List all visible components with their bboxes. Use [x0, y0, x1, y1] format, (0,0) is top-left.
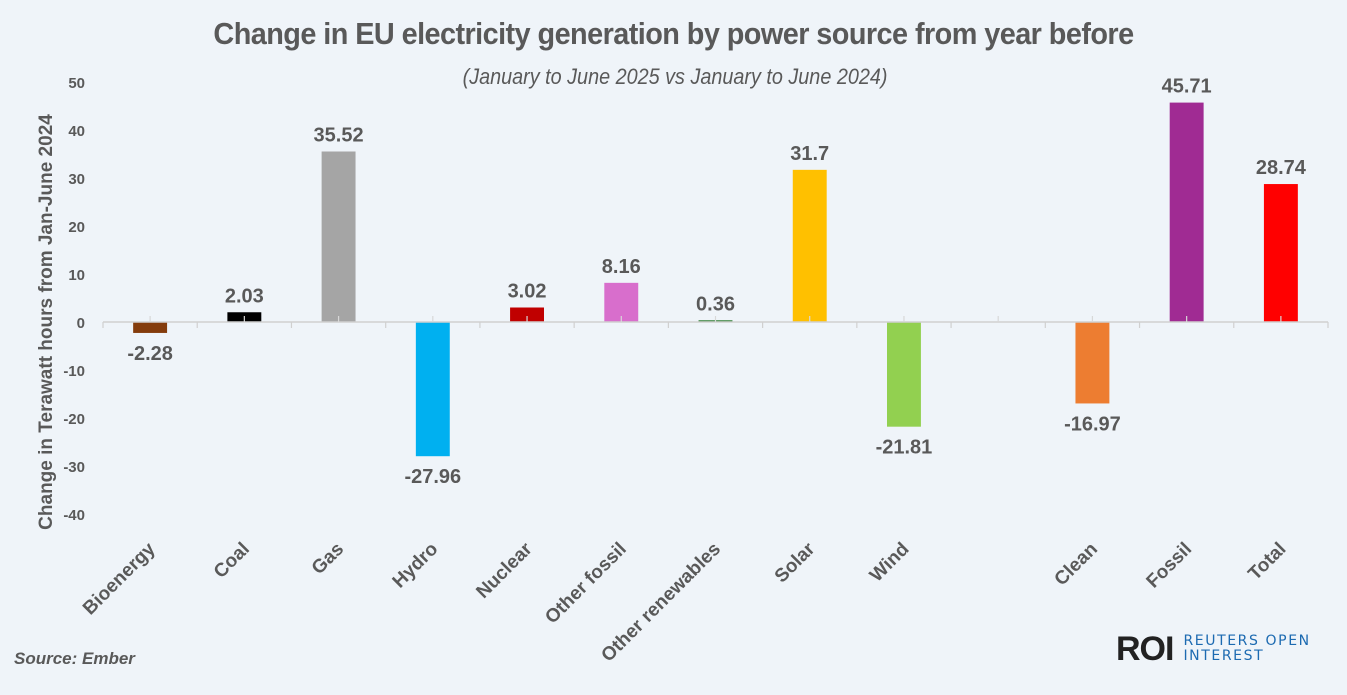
- data-label: 2.03: [225, 285, 264, 307]
- data-label: 0.36: [696, 293, 735, 315]
- x-tick-label: Fossil: [1143, 539, 1197, 593]
- bar-solar: [792, 169, 827, 322]
- data-label: 35.52: [314, 125, 364, 147]
- y-tick-label: -20: [63, 411, 85, 428]
- chart-title: Change in EU electricity generation by p…: [213, 16, 1134, 51]
- bar-other-fossil: [604, 282, 639, 322]
- y-tick-label: 20: [68, 219, 85, 236]
- y-tick-label: -10: [63, 363, 85, 380]
- roi-logo-line1: REUTERS OPEN: [1183, 633, 1311, 649]
- roi-logo-mark: ROI: [1116, 630, 1174, 668]
- roi-logo-line2: INTEREST: [1183, 648, 1265, 664]
- y-axis-tick-labels: 50 40 30 20 10 0 -10 -20 -30 -40: [63, 75, 85, 524]
- x-tick-label: Solar: [771, 538, 820, 587]
- x-axis: [102, 316, 1329, 328]
- x-tick-label: Nuclear: [472, 538, 537, 603]
- y-tick-label: 10: [68, 267, 85, 284]
- x-tick-label: Other fossil: [541, 539, 631, 629]
- y-axis-title: Change in Terawatt hours from Jan-June 2…: [36, 114, 57, 530]
- data-label: 28.74: [1256, 157, 1307, 179]
- bar-wind: [887, 322, 921, 427]
- data-label: 45.71: [1162, 76, 1212, 98]
- chart-subtitle-wrap: (January to June 2025 vs January to June…: [355, 64, 995, 90]
- y-tick-label: 40: [68, 123, 85, 140]
- bar-clean: [1075, 322, 1110, 404]
- x-tick-label: Hydro: [389, 539, 443, 593]
- bar-bioenergy: [133, 322, 168, 333]
- x-tick-label: Bioenergy: [79, 538, 160, 619]
- bar-hydro: [415, 322, 450, 457]
- y-tick-label: -40: [63, 507, 85, 524]
- roi-logo-text: REUTERS OPEN INTEREST: [1183, 634, 1310, 664]
- y-tick-label: 30: [68, 171, 85, 188]
- data-label: 8.16: [602, 256, 641, 278]
- y-tick-label: -30: [63, 459, 85, 476]
- bar-total: [1263, 184, 1298, 322]
- data-label: -16.97: [1064, 413, 1121, 435]
- bar-gas: [321, 151, 356, 322]
- y-tick-label: 0: [77, 315, 85, 332]
- source-note: Source: Ember: [14, 649, 135, 668]
- x-tick-label: Clean: [1051, 539, 1102, 590]
- data-labels: -2.28 2.03 35.52 -27.96 3.02 8.16 0.36 31.7 -21.…: [127, 76, 1306, 489]
- data-label: 31.7: [790, 143, 829, 165]
- x-tick-label: Wind: [866, 539, 914, 587]
- roi-logo: ROI REUTERS OPEN INTEREST: [1116, 632, 1311, 666]
- bar-nuclear: [510, 307, 544, 322]
- x-tick-label: Gas: [308, 539, 348, 579]
- chart-subtitle: (January to June 2025 vs January to June…: [462, 64, 888, 89]
- data-label: -21.81: [876, 437, 933, 459]
- data-label: -27.96: [404, 466, 461, 488]
- x-tick-label: Total: [1244, 539, 1290, 585]
- data-label: -2.28: [127, 343, 173, 365]
- bars: [133, 102, 1298, 457]
- data-label: 3.02: [508, 281, 547, 303]
- x-tick-label: Coal: [210, 539, 254, 583]
- y-tick-label: 50: [68, 75, 85, 92]
- x-axis-tick-labels: Bioenergy Coal Gas Hydro Nuclear Other fossil…: [79, 538, 1290, 666]
- bar-fossil: [1169, 102, 1204, 322]
